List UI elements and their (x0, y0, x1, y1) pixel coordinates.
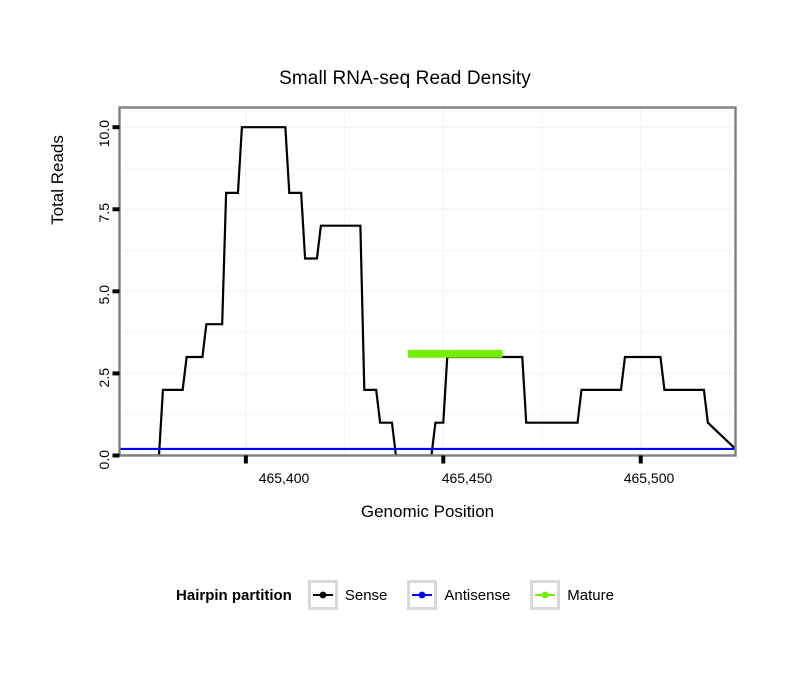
legend-item-mature[interactable]: Mature (530, 580, 628, 610)
legend-key-antisense (407, 580, 438, 610)
x-tick-0: 465,400 (258, 470, 310, 486)
legend-label-antisense: Antisense (444, 586, 511, 604)
x-tick-1: 465,450 (441, 470, 493, 486)
x-tick-2: 465,500 (623, 470, 675, 486)
antisense-line-icon (412, 591, 433, 599)
legend-key-sense (307, 580, 338, 610)
legend-label-mature: Mature (567, 586, 614, 604)
legend-key-mature (530, 580, 561, 610)
legend-label-sense: Sense (344, 586, 388, 604)
x-axis-title: Genomic Position (360, 502, 495, 521)
legend-item-sense[interactable]: Sense (307, 580, 402, 610)
legend-title: Hairpin partition (176, 586, 292, 604)
sense-line-icon (312, 591, 333, 599)
legend-item-antisense[interactable]: Antisense (407, 580, 524, 610)
chart-title: Small RNA-seq Read Density (279, 68, 531, 89)
mature-line-icon (535, 591, 556, 599)
legend: Hairpin partition Sense Antisense (0, 580, 810, 610)
